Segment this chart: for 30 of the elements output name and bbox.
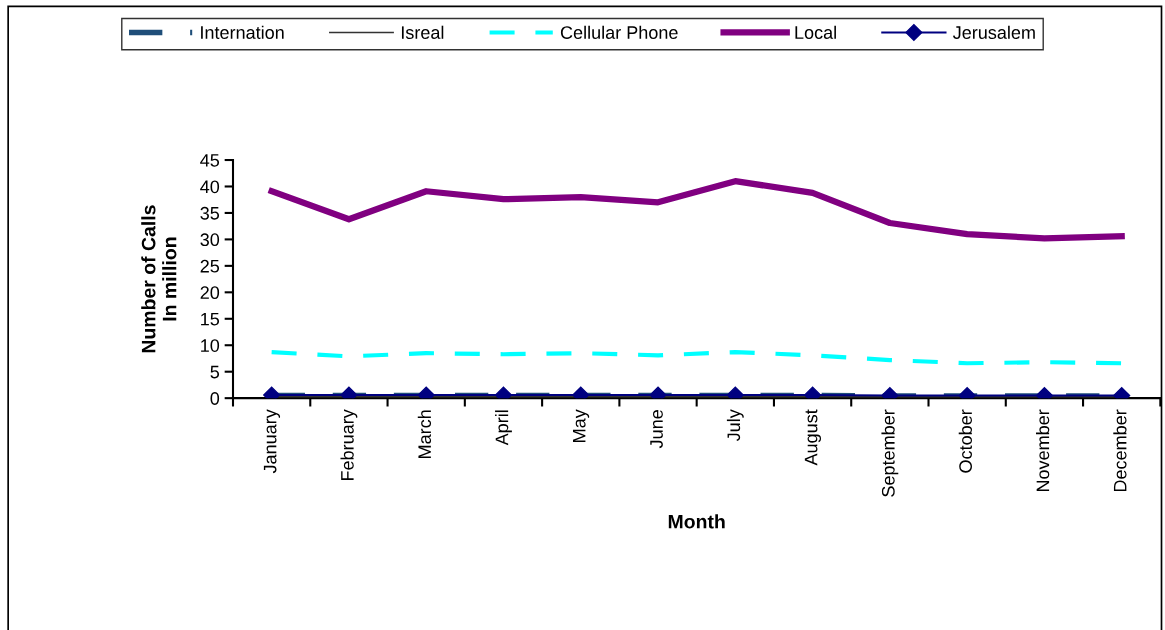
x-tick-label: August <box>804 409 821 466</box>
legend-label: Internation <box>201 25 284 39</box>
x-tick-label: January <box>263 409 281 474</box>
y-tick-label: 45 <box>200 154 220 167</box>
x-tick-label: June <box>650 410 663 449</box>
x-tick-label: December <box>1113 409 1127 492</box>
y-tick-label: 30 <box>200 233 220 247</box>
y-axis-title: Number of Calls In million <box>141 205 177 353</box>
y-tick-label: 5 <box>210 365 220 379</box>
y-tick-label: 10 <box>201 339 220 352</box>
x-axis-title: Month <box>668 514 725 529</box>
x-tick-label: April <box>495 410 512 446</box>
y-tick-label: 0 <box>210 392 220 405</box>
y-tick-label: 20 <box>200 286 220 300</box>
legend-label: Isreal <box>401 25 444 39</box>
x-tick-label: March <box>417 410 432 458</box>
x-tick-label: February <box>340 409 358 481</box>
legend-label: Cellular Phone <box>560 25 678 39</box>
x-tick-label: October <box>958 409 972 473</box>
x-tick-label: September <box>881 409 899 497</box>
x-tick-label: July <box>726 409 744 442</box>
x-tick-label: May <box>573 409 590 442</box>
legend-label: Local <box>795 25 836 39</box>
y-tick-label: 35 <box>200 206 220 220</box>
legend-label: Jerusalem <box>952 25 1035 39</box>
y-tick-label: 25 <box>200 259 220 273</box>
line-series <box>269 350 1124 366</box>
x-tick-label: November <box>1036 409 1050 492</box>
y-tick-label: 40 <box>200 180 220 194</box>
y-tick-label: 15 <box>201 312 220 326</box>
